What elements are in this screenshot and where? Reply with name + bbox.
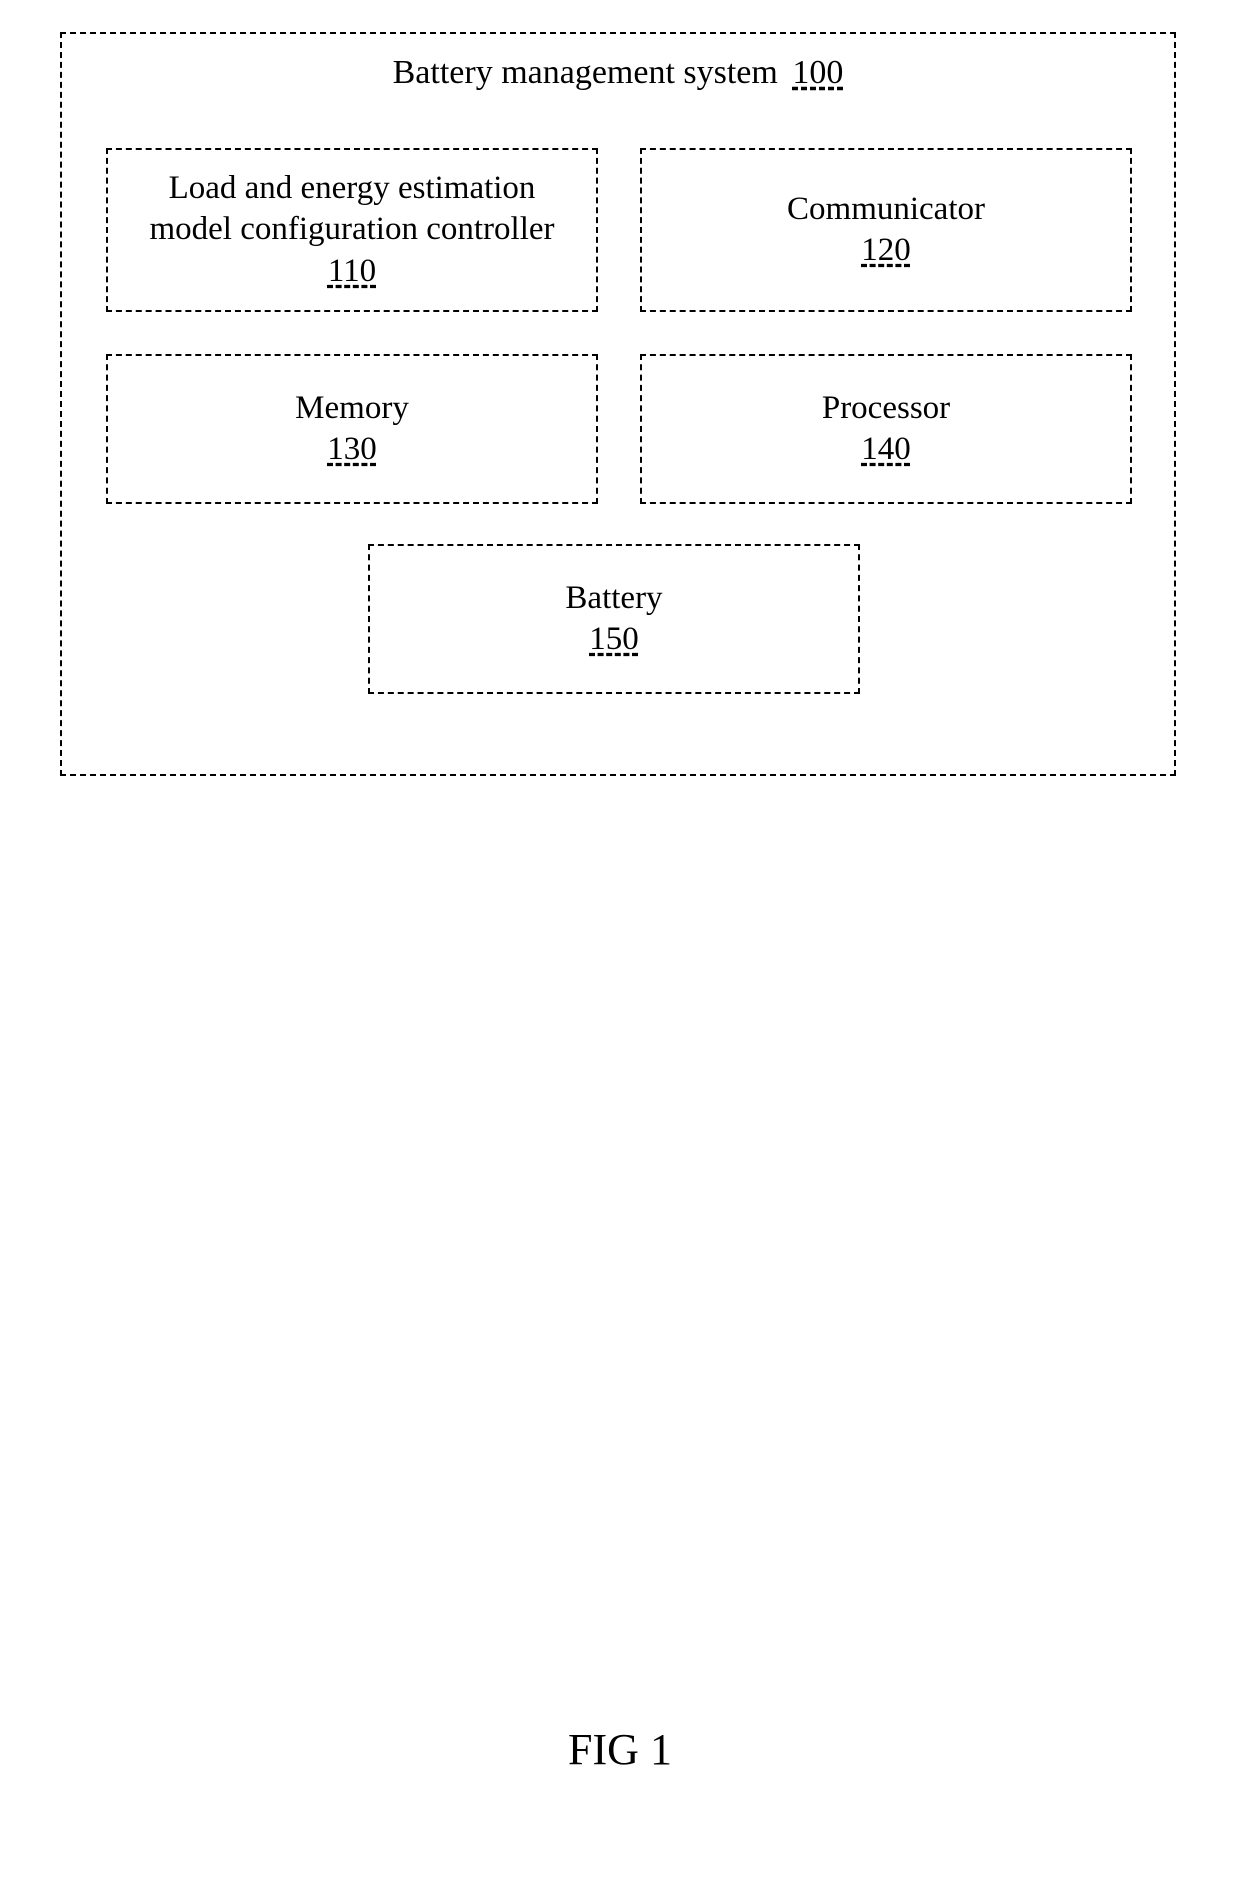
- memory-ref: 130: [327, 429, 377, 470]
- communicator-block: Communicator 120: [640, 148, 1132, 312]
- processor-ref: 140: [861, 429, 911, 470]
- figure-caption-text: FIG 1: [568, 1725, 672, 1774]
- memory-label: Memory: [295, 388, 409, 429]
- battery-block: Battery 150: [368, 544, 860, 694]
- processor-block: Processor 140: [640, 354, 1132, 504]
- system-box: Battery management system 100 Load and e…: [60, 32, 1176, 776]
- memory-block: Memory 130: [106, 354, 598, 504]
- system-title-row: Battery management system 100: [62, 54, 1174, 92]
- communicator-label: Communicator: [787, 189, 985, 230]
- controller-label-line2: model configuration controller: [149, 209, 554, 250]
- communicator-ref: 120: [861, 230, 911, 271]
- system-title-ref: 100: [792, 54, 843, 91]
- controller-label-line1: Load and energy estimation: [169, 168, 536, 209]
- battery-label: Battery: [565, 578, 662, 619]
- controller-block: Load and energy estimation model configu…: [106, 148, 598, 312]
- processor-label: Processor: [822, 388, 950, 429]
- controller-ref: 110: [328, 251, 376, 292]
- system-title-label: Battery management system: [393, 54, 778, 91]
- figure-caption: FIG 1: [0, 1724, 1240, 1775]
- battery-ref: 150: [589, 619, 639, 660]
